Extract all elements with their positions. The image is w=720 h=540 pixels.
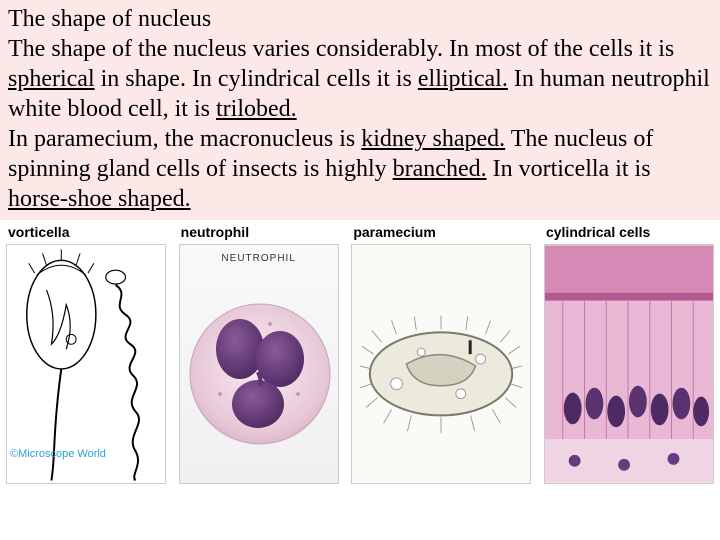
neutrophil-image: NEUTROPHIL — [179, 244, 339, 484]
body-text: The shape of the nucleus varies consider… — [8, 34, 712, 214]
neutrophil-label: neutrophil — [179, 224, 249, 240]
vorticella-column: vorticella ©Microscope World — [6, 224, 166, 496]
text-block: The shape of nucleus The shape of the nu… — [0, 0, 720, 220]
neutrophil-inner-title: NEUTROPHIL — [180, 249, 338, 264]
watermark-text: ©Microscope World — [10, 448, 106, 460]
paramecium-label: paramecium — [351, 224, 435, 240]
cylindrical-image — [544, 244, 714, 484]
vorticella-label: vorticella — [6, 224, 69, 240]
neutrophil-column: neutrophil NEUTROPHIL — [179, 224, 339, 496]
paramecium-image — [351, 244, 531, 484]
title: The shape of nucleus — [8, 4, 712, 34]
images-row: vorticella ©Microscope World neutrophil — [0, 220, 720, 496]
cylindrical-label: cylindrical cells — [544, 224, 650, 240]
paramecium-column: paramecium — [351, 224, 531, 496]
cylindrical-column: cylindrical cells — [544, 224, 714, 496]
